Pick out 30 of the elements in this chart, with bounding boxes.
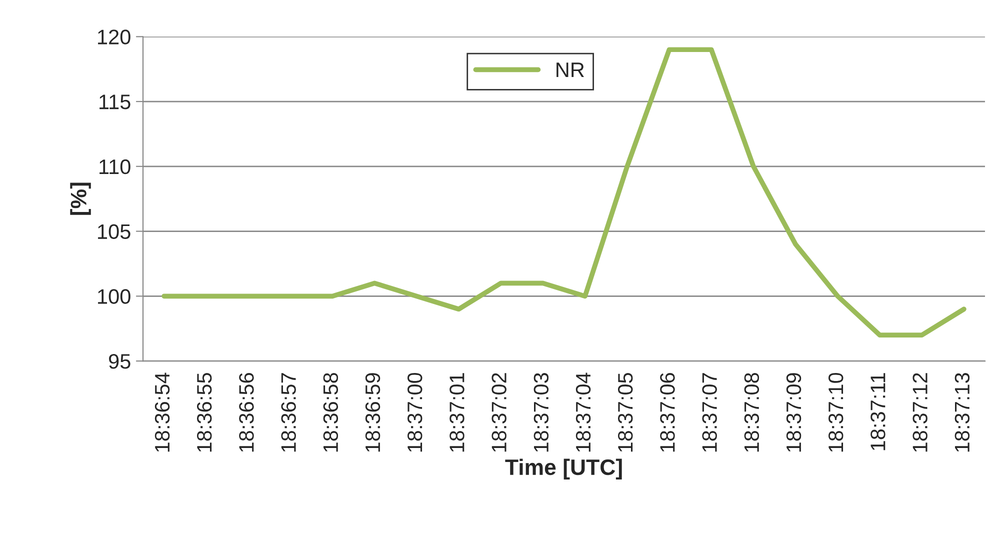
x-tick-label: 18:37:08 [744,373,760,452]
x-tick-label: 18:36:56 [239,373,254,452]
x-tick-label: 18:37:02 [492,373,506,452]
x-tick-label: 18:36:59 [365,373,380,452]
x-tick-label: 18:37:12 [912,373,928,452]
x-tick-label: 18:37:07 [702,373,717,452]
y-tick-label: 95 [109,354,130,369]
x-tick-label: 18:37:05 [618,372,633,452]
y-tick-label: 115 [100,94,130,110]
y-tick-label: 100 [98,289,130,304]
x-tick-label: 18:37:00 [407,372,422,452]
x-tick-label: 18:36:55 [196,372,212,452]
x-tick-label: 18:37:09 [786,373,802,452]
x-tick-label: 18:37:11 [870,373,886,450]
x-tick-label: 18:37:10 [828,372,844,452]
line-series [162,47,966,338]
x-tick-label: 18:37:04 [576,372,591,452]
x-tick-label: 18:36:54 [154,372,170,452]
y-axis-title: [%] [70,182,91,215]
x-tick-label: 18:37:06 [660,373,675,452]
y-tick-label: 110 [100,159,130,174]
y-tick-label: 120 [98,30,130,44]
x-axis-title: Time [UTC] [505,458,622,480]
x-tick-label: 18:36:57 [281,373,296,452]
x-tick-label: 18:37:01 [450,373,464,452]
x-tick-label: 18:36:58 [323,373,338,452]
x-tick-label: 18:37:13 [954,373,970,452]
y-tick-label: 105 [98,224,130,240]
legend-label: NR [556,62,584,77]
x-tick-label: 18:37:03 [534,373,549,452]
